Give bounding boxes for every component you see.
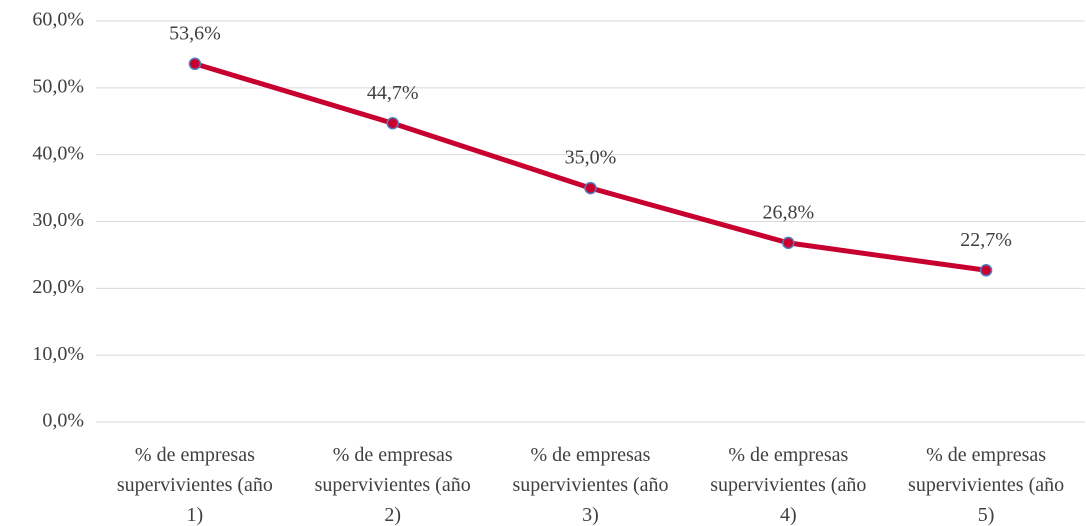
y-tick-label: 50,0% (32, 75, 84, 97)
y-tick-label: 40,0% (32, 142, 84, 164)
data-label: 26,8% (762, 201, 814, 223)
y-tick-label: 10,0% (32, 343, 84, 365)
marker (584, 181, 597, 195)
marker (782, 236, 795, 250)
y-tick-label: 20,0% (32, 276, 84, 298)
x-tick-label: % de empresas supervivientes (año 2) (314, 444, 471, 526)
x-tick-label: % de empresas supervivientes (año 1) (116, 444, 273, 526)
y-tick-label: 0,0% (42, 410, 84, 432)
x-tick-label: % de empresas supervivientes (año 3) (512, 444, 669, 526)
x-tick-label: % de empresas supervivientes (año 5) (908, 444, 1065, 526)
x-tick-label: % de empresas supervivientes (año 4) (710, 444, 867, 526)
data-label: 35,0% (565, 147, 617, 169)
marker (386, 117, 399, 130)
y-tick-label: 30,0% (32, 209, 84, 231)
y-tick-label: 60,0% (32, 9, 84, 31)
data-label: 53,6% (169, 22, 221, 44)
data-label: 22,7% (960, 229, 1012, 251)
marker (188, 57, 202, 71)
marker (979, 264, 993, 277)
data-label: 44,7% (367, 82, 419, 104)
